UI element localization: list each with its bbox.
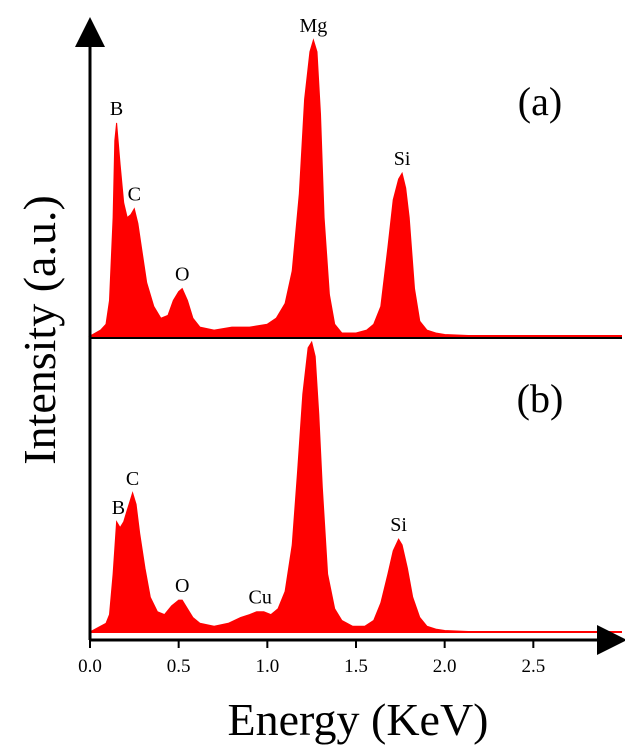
x-ticks: 0.0 0.5 1.0 1.5 2.0 2.5 [78, 640, 545, 677]
peak-label-mg-a: Mg [300, 15, 328, 37]
peak-label-si-b: Si [390, 514, 407, 536]
x-tick-label: 0.0 [78, 656, 102, 677]
panel-label-a: (a) [518, 79, 562, 124]
panel-b: BC O Cu Si (b) [89, 340, 622, 633]
x-axis-title: Energy (KeV) [228, 694, 489, 745]
peak-label-o-b: O [175, 575, 189, 597]
panel-a: B C O Mg Si (a) [88, 15, 622, 337]
x-tick-label: 1.0 [255, 656, 279, 677]
peak-label-si-a: Si [394, 148, 411, 170]
x-tick-label: 2.5 [521, 656, 545, 677]
peak-label-c-b: C [126, 468, 139, 490]
peak-label-c-a: C [128, 184, 141, 206]
x-tick-label: 0.5 [167, 656, 191, 677]
peak-label-o-a: O [175, 264, 189, 286]
peak-label-cu-b: Cu [249, 587, 272, 609]
x-tick-label: 2.0 [433, 656, 457, 677]
peak-label-b-a: B [110, 98, 123, 120]
spectrum-area-a [88, 38, 622, 337]
spectrum-area-b [89, 340, 622, 633]
peak-label-b-b: B [112, 497, 125, 519]
y-axis-title: Intensity (a.u.) [14, 195, 65, 465]
x-tick-label: 1.5 [344, 656, 368, 677]
panel-label-b: (b) [517, 376, 564, 421]
